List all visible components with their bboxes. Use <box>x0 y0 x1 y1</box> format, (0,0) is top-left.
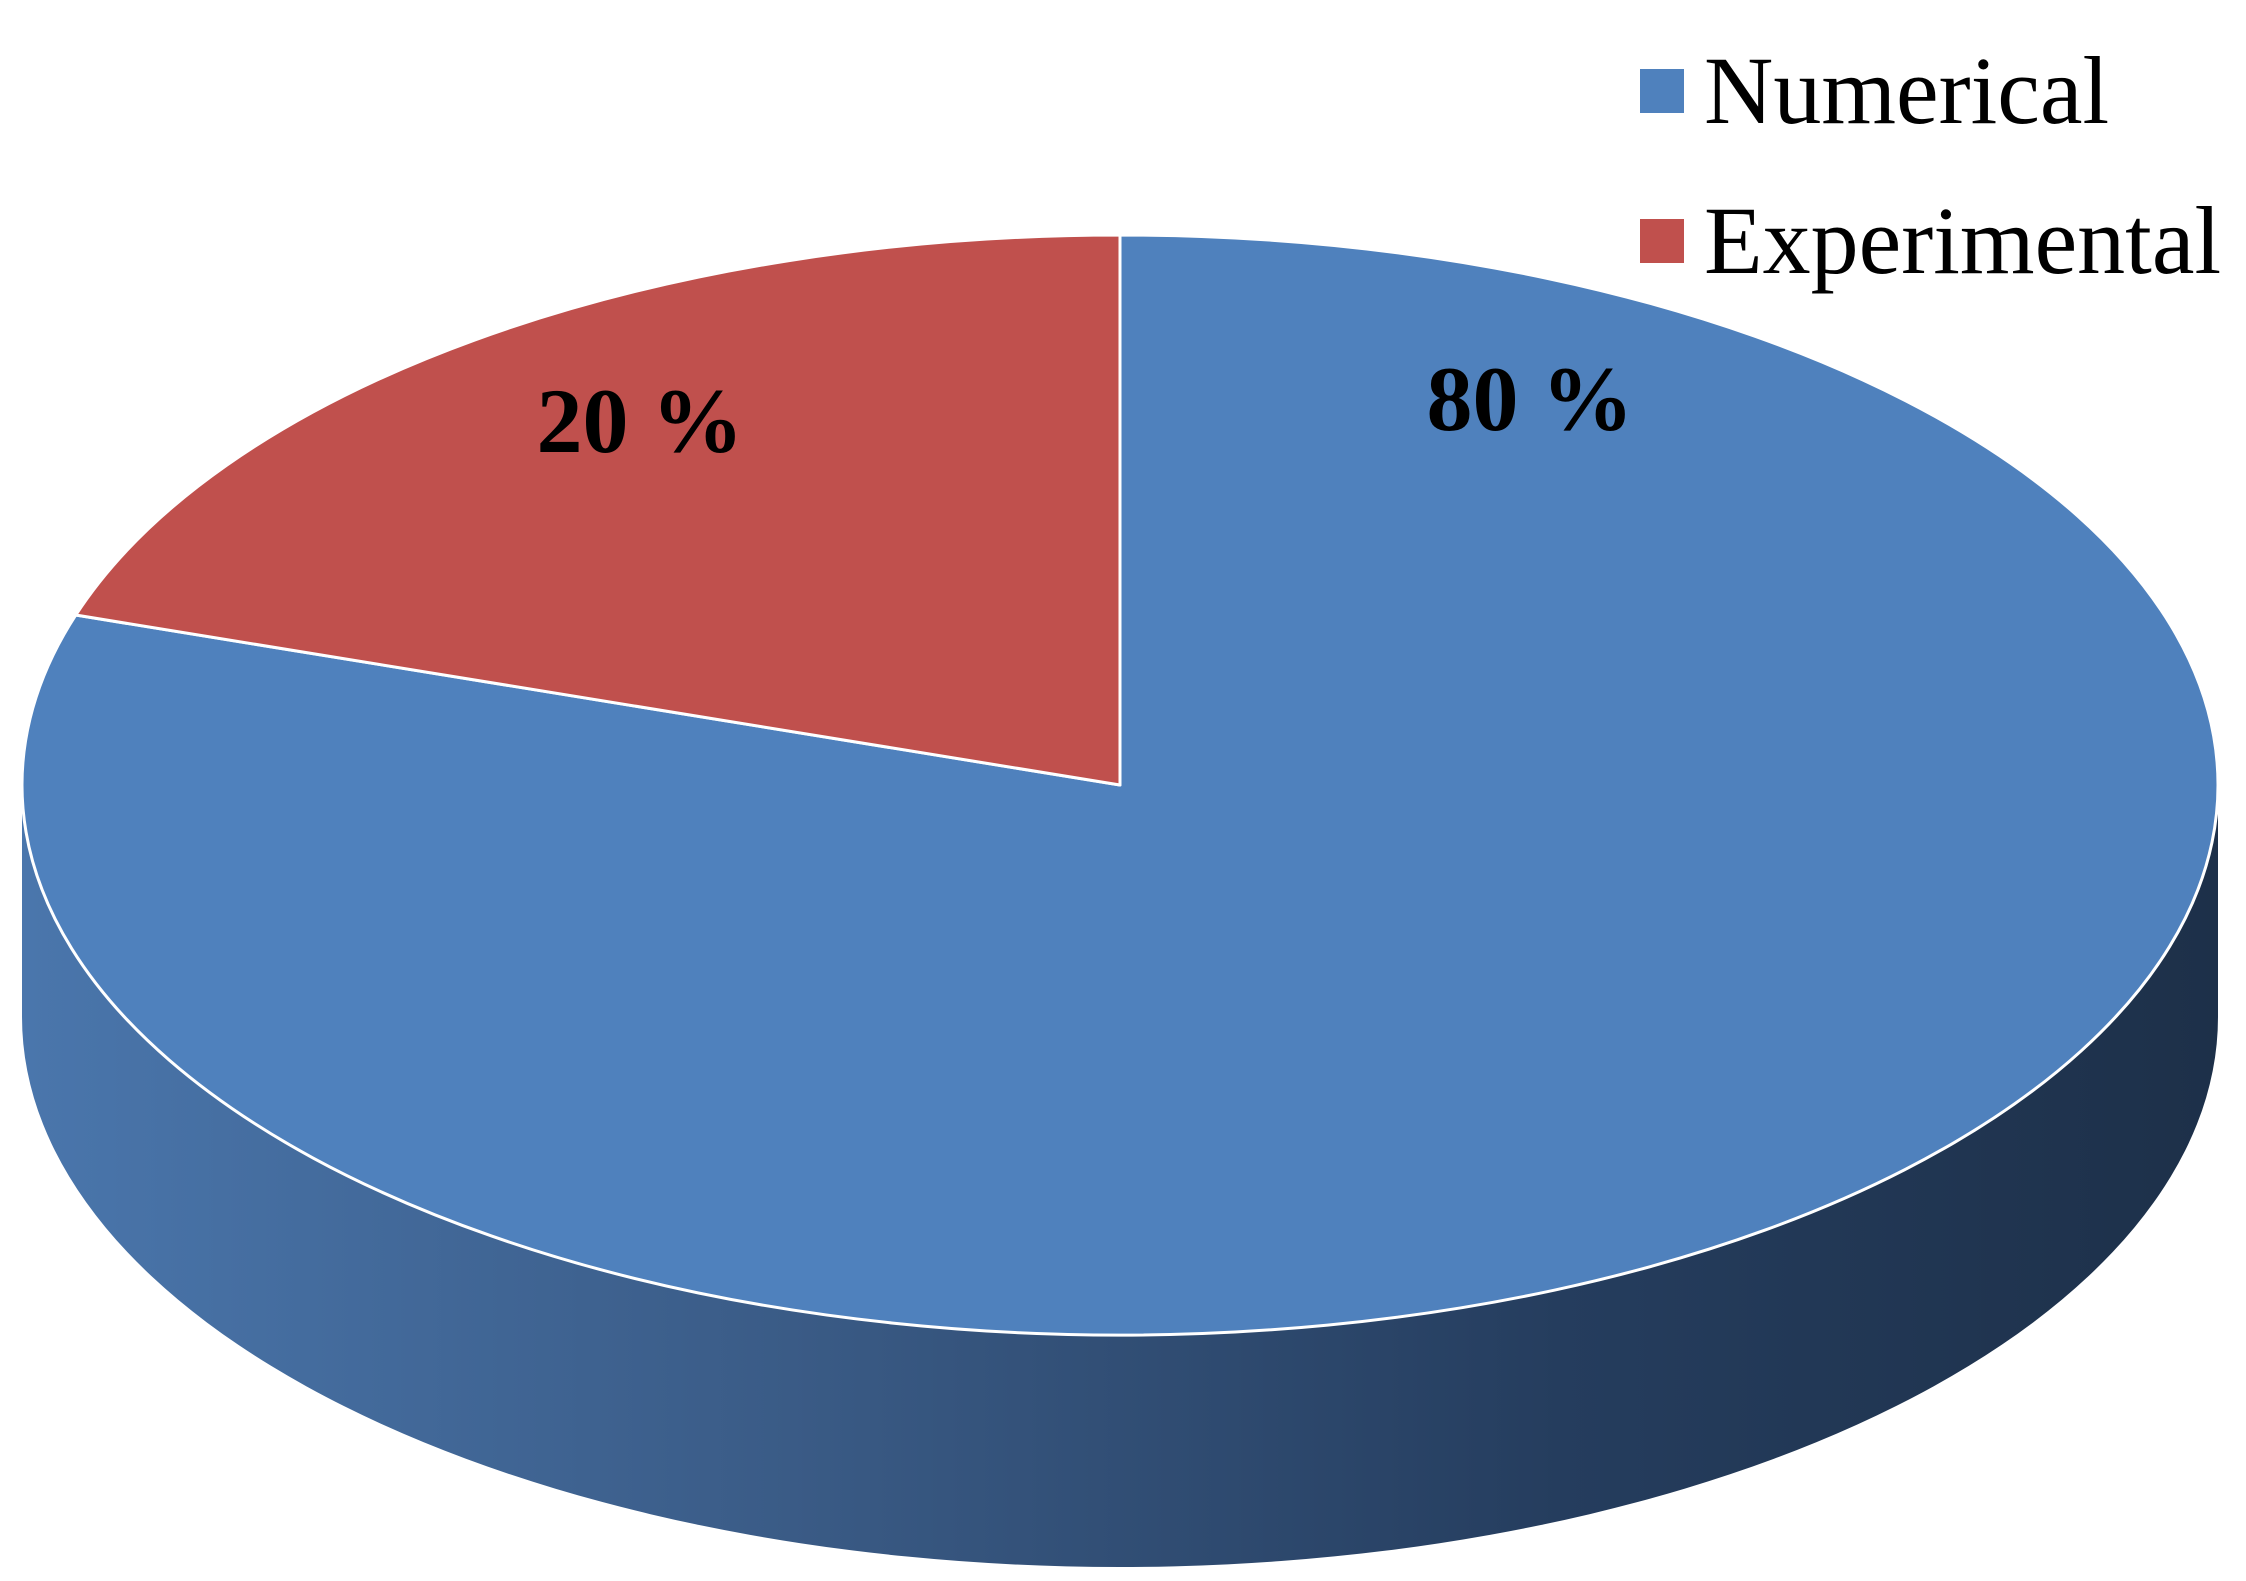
slice-label-experimental: 20 % <box>537 370 744 472</box>
legend-item-numerical[interactable]: Numerical <box>1640 16 2221 166</box>
pie-side-wall <box>22 785 2218 1567</box>
legend-label-numerical: Numerical <box>1704 37 2110 144</box>
pie-slice-experimental[interactable] <box>74 233 1122 787</box>
slice-label-numerical: 80 % <box>1427 348 1634 450</box>
legend-swatch-experimental <box>1640 219 1684 263</box>
legend-item-experimental[interactable]: Experimental <box>1640 166 2221 316</box>
legend-swatch-numerical <box>1640 69 1684 113</box>
legend: Numerical Experimental <box>1640 16 2221 316</box>
legend-label-experimental: Experimental <box>1704 187 2222 294</box>
